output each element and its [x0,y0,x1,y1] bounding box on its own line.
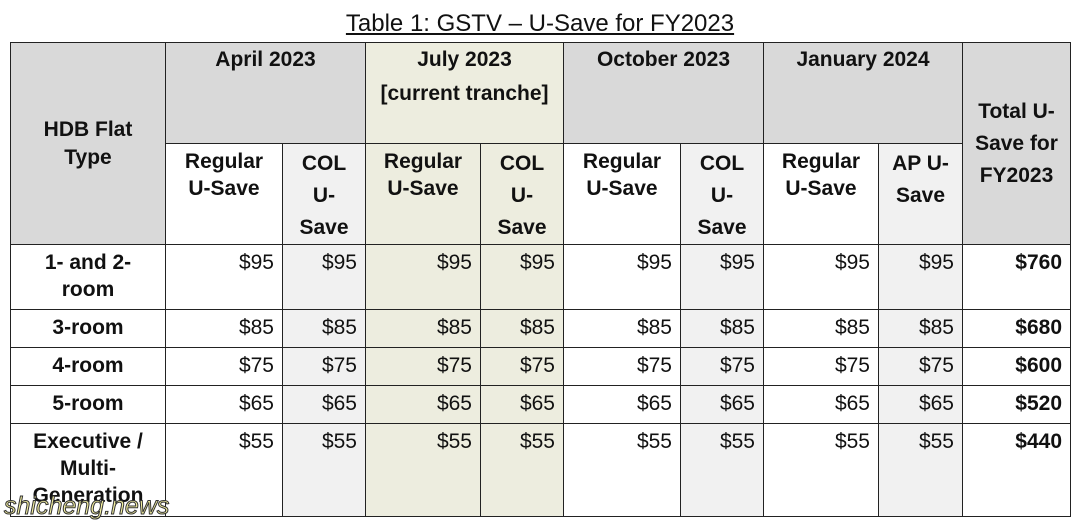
total-amount: $600 [962,347,1071,386]
u-save-amount: $65 [165,385,283,424]
u-save-amount: $55 [878,423,963,517]
u-save-amount: $75 [282,347,366,386]
u-save-amount: $85 [563,309,681,348]
u-save-amount: $55 [563,423,681,517]
u-save-amount: $75 [763,347,879,386]
period-line: April 2023 [215,48,316,71]
u-save-amount: $95 [763,244,879,310]
u-save-amount: $65 [365,385,481,424]
table-row: HDB Flat Type April 2023 July 2023 [current… [10,42,1071,245]
u-save-amount: $55 [282,423,366,517]
period-line: [current tranche] [380,82,549,105]
u-save-amount: $95 [680,244,764,310]
table-row: 1- and 2-room $95 $95 $95 $95 $95 $95 $95 $95 $76… [10,244,1071,310]
table-row: 3-room $85 $85 $85 $85 $85 $85 $85 $85 $680 [10,309,1071,348]
sub-header: AP U-Save [878,143,963,245]
period-header: October 2023 [563,42,764,144]
u-save-amount: $95 [878,244,963,310]
table-row: Regular U-Save COL U-Save Regular U-Save CO… [11,143,1071,245]
sub-header: Regular U-Save [165,143,283,245]
period-header: April 2023 [165,42,366,144]
table-row: 5-room $65 $65 $65 $65 $65 $65 $65 $65 $520 [10,385,1071,424]
flat-type: 1- and 2-room [10,244,166,310]
u-save-amount: $85 [680,309,764,348]
u-save-amount: $95 [165,244,283,310]
period-header: July 2023 [current tranche] [365,42,564,144]
u-save-amount: $95 [480,244,564,310]
u-save-amount: $85 [165,309,283,348]
total-amount: $680 [962,309,1071,348]
u-save-amount: $95 [365,244,481,310]
flat-type: 4-room [10,347,166,386]
u-save-table: HDB Flat Type April 2023 July 2023 [current… [10,42,1071,517]
u-save-amount: $95 [282,244,366,310]
period-line: October 2023 [596,48,731,71]
u-save-amount: $55 [763,423,879,517]
sub-header: Regular U-Save [365,143,481,245]
u-save-amount: $55 [365,423,481,517]
row-header: HDB Flat Type [10,42,166,245]
u-save-amount: $75 [165,347,283,386]
total-amount: $760 [962,244,1071,310]
u-save-amount: $65 [480,385,564,424]
u-save-amount: $75 [480,347,564,386]
u-save-amount: $65 [680,385,764,424]
table-row: 4-room $75 $75 $75 $75 $75 $75 $75 $75 $600 [10,347,1071,386]
flat-type: Executive / Multi-Generation [10,423,166,517]
flat-type: 5-room [10,385,166,424]
sub-header: COL U-Save [480,143,564,245]
u-save-amount: $65 [878,385,963,424]
u-save-amount: $85 [365,309,481,348]
watermark: shicheng.news [3,492,170,521]
total-amount: $440 [962,423,1071,517]
period-header: January 2024 [763,42,963,144]
sub-header: Regular U-Save [763,143,879,245]
u-save-amount: $85 [480,309,564,348]
u-save-amount: $85 [878,309,963,348]
total-header: Total U-Save for FY2023 [962,42,1071,245]
u-save-amount: $55 [680,423,764,517]
u-save-amount: $75 [365,347,481,386]
u-save-amount: $55 [480,423,564,517]
u-save-amount: $75 [680,347,764,386]
sub-header: Regular U-Save [563,143,681,245]
u-save-amount: $65 [563,385,681,424]
sub-header: COL U-Save [282,143,366,245]
u-save-amount: $55 [165,423,283,517]
table-row: Executive / Multi-Generation $55 $55 $55 $55… [10,423,1071,517]
table-title: Table 1: GSTV – U-Save for FY2023 [345,10,735,37]
flat-type: 3-room [10,309,166,348]
u-save-amount: $95 [563,244,681,310]
u-save-amount: $85 [282,309,366,348]
u-save-amount: $85 [763,309,879,348]
total-amount: $520 [962,385,1071,424]
period-line: January 2024 [796,48,930,71]
u-save-amount: $65 [282,385,366,424]
u-save-amount: $65 [763,385,879,424]
u-save-amount: $75 [563,347,681,386]
sub-header: COL U-Save [680,143,764,245]
u-save-amount: $75 [878,347,963,386]
period-line: July 2023 [417,48,512,71]
